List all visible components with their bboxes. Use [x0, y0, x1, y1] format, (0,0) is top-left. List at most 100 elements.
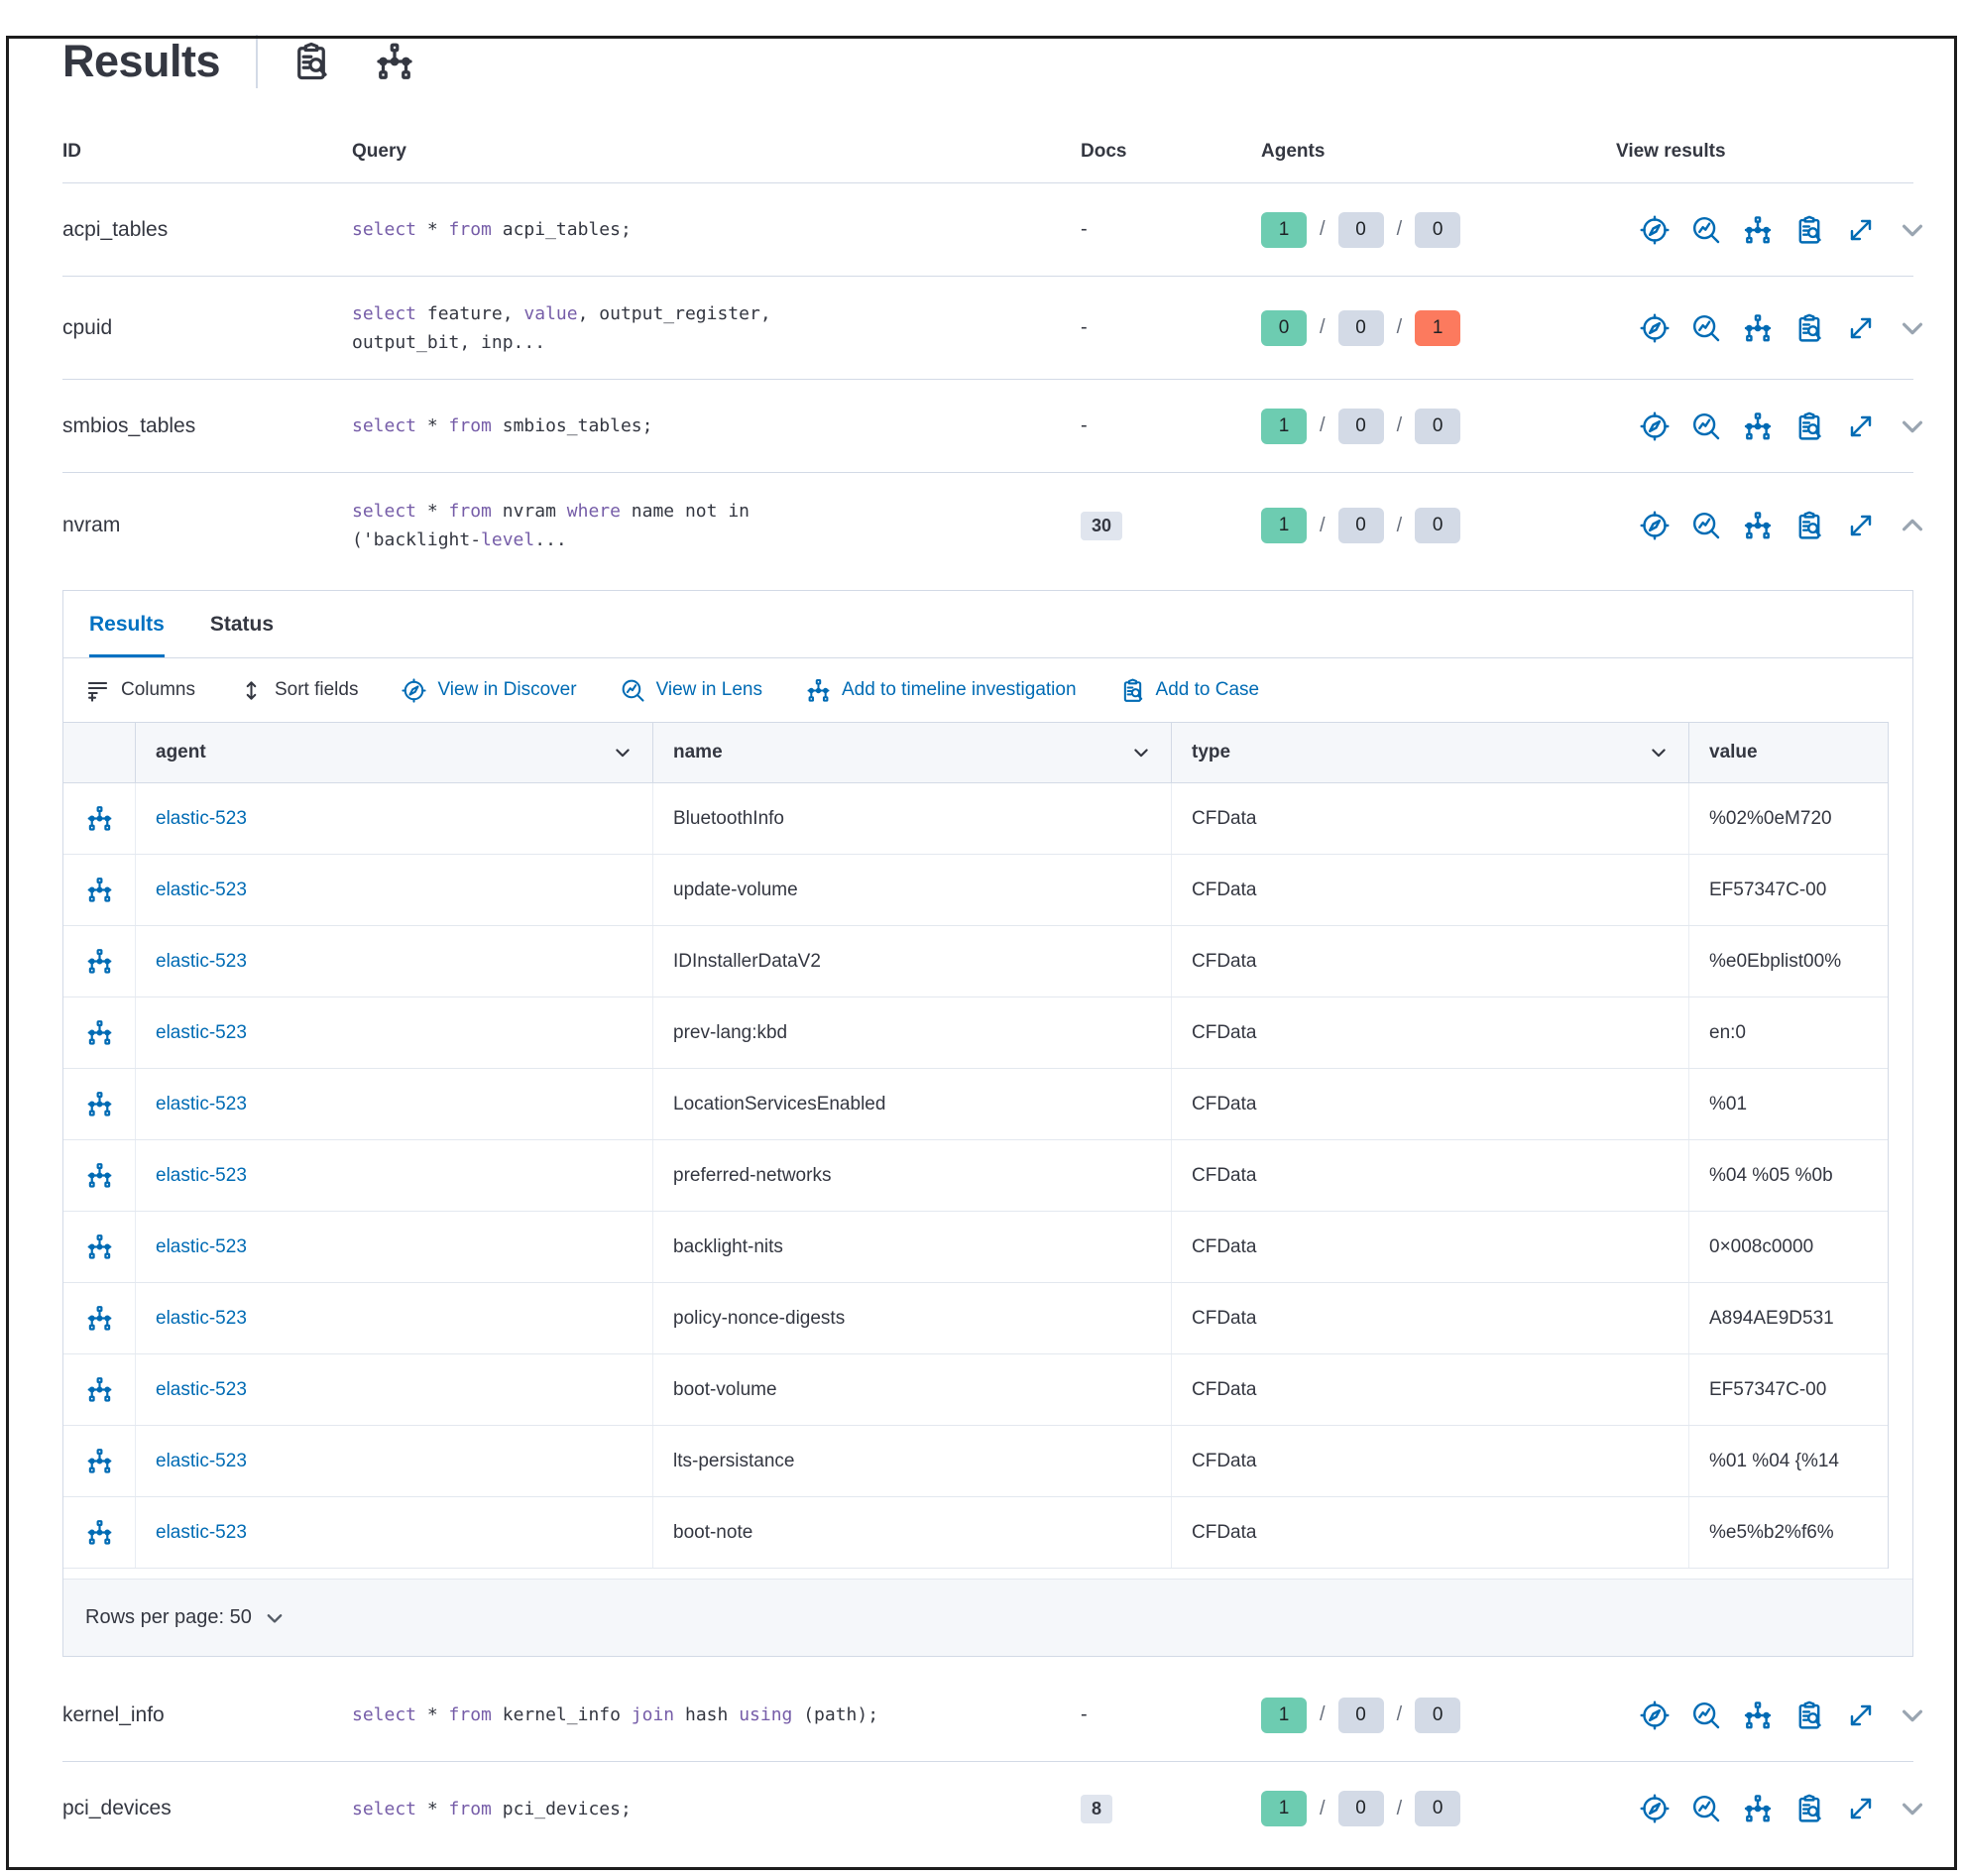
add-to-case-icon[interactable]	[1794, 411, 1824, 441]
agents-status: 1 / 0 / 0	[1261, 211, 1616, 248]
add-to-case-icon[interactable]	[1794, 215, 1824, 245]
columns-button[interactable]: Columns	[85, 678, 195, 703]
panel-tabs: Results Status	[63, 591, 1912, 658]
expand-icon[interactable]	[1846, 313, 1876, 343]
timeline-icon-cell[interactable]	[63, 1497, 135, 1568]
add-to-case-icon[interactable]	[1794, 313, 1824, 343]
rows-per-page-button[interactable]: Rows per page: 50	[85, 1606, 252, 1628]
query-sql: select * from pci_devices;	[352, 1798, 632, 1819]
column-header-query: Query	[352, 141, 406, 162]
agent-link[interactable]: elastic-523	[135, 1426, 652, 1496]
query-sql: select feature, value, output_register, o…	[352, 302, 771, 353]
timeline-icon-cell[interactable]	[63, 1212, 135, 1282]
discover-compass-icon[interactable]	[1640, 410, 1670, 441]
grid-column-label: type	[1192, 742, 1231, 762]
result-row: elastic-523 boot-volume CFData EF57347C-…	[63, 1354, 1888, 1426]
value-cell: EF57347C-00	[1688, 855, 1888, 925]
discover-compass-icon[interactable]	[1640, 1700, 1670, 1730]
view-results-actions	[1616, 312, 1927, 343]
timeline-icon-cell[interactable]	[63, 926, 135, 997]
inspect-icon[interactable]	[291, 42, 331, 81]
separator: /	[1396, 514, 1403, 536]
agent-link[interactable]: elastic-523	[135, 1354, 652, 1425]
grid-column-header-name[interactable]: name	[652, 723, 1171, 782]
lens-icon[interactable]	[1691, 313, 1721, 343]
chevron-down-icon[interactable]	[1898, 313, 1927, 343]
lens-icon[interactable]	[1691, 1700, 1721, 1730]
agent-link[interactable]: elastic-523	[135, 783, 652, 854]
agents-status: 1 / 0 / 0	[1261, 408, 1616, 444]
chevron-down-icon	[613, 743, 633, 762]
chevron-down-icon[interactable]	[1898, 1794, 1927, 1823]
value-cell: A894AE9D531	[1688, 1283, 1888, 1353]
discover-compass-icon[interactable]	[1640, 312, 1670, 343]
add-to-case-icon[interactable]	[1794, 1700, 1824, 1730]
separator: /	[1320, 316, 1326, 338]
agents-status: 1 / 0 / 0	[1261, 1697, 1616, 1733]
name-cell: prev-lang:kbd	[652, 997, 1171, 1068]
timeline-icon[interactable]	[1743, 1794, 1773, 1823]
agent-link[interactable]: elastic-523	[135, 1283, 652, 1353]
expand-icon[interactable]	[1846, 215, 1876, 245]
view-in-lens-button[interactable]: View in Lens	[621, 678, 762, 703]
timeline-icon-cell[interactable]	[63, 1283, 135, 1353]
agent-link[interactable]: elastic-523	[135, 1140, 652, 1211]
agents-pending-badge: 0	[1337, 211, 1384, 248]
chevron-up-icon[interactable]	[1898, 511, 1927, 540]
sort-fields-button[interactable]: Sort fields	[239, 678, 358, 703]
grid-column-header-value[interactable]: value	[1688, 723, 1888, 782]
agent-link[interactable]: elastic-523	[135, 1497, 652, 1568]
timeline-icon-cell[interactable]	[63, 997, 135, 1068]
timeline-icon[interactable]	[1743, 411, 1773, 441]
chevron-down-icon[interactable]	[1898, 215, 1927, 245]
expand-icon[interactable]	[1846, 511, 1876, 540]
add-to-case-icon[interactable]	[1794, 511, 1824, 540]
grid-pagination: Rows per page: 50	[63, 1579, 1912, 1656]
discover-compass-icon[interactable]	[1640, 1794, 1670, 1823]
timeline-icon-cell[interactable]	[63, 1426, 135, 1496]
expand-icon[interactable]	[1846, 411, 1876, 441]
lens-icon[interactable]	[1691, 511, 1721, 540]
add-to-timeline-button[interactable]: Add to timeline investigation	[806, 678, 1077, 703]
discover-compass-icon[interactable]	[1640, 214, 1670, 245]
timeline-icon-cell[interactable]	[63, 1069, 135, 1139]
timeline-icon[interactable]	[1743, 215, 1773, 245]
timeline-icon-cell[interactable]	[63, 783, 135, 854]
grid-column-header-type[interactable]: type	[1171, 723, 1688, 782]
name-cell: policy-nonce-digests	[652, 1283, 1171, 1353]
docs-count: -	[1081, 1703, 1088, 1725]
chevron-down-icon[interactable]	[264, 1607, 286, 1629]
query-id: acpi_tables	[62, 217, 169, 241]
timeline-icon[interactable]	[1743, 313, 1773, 343]
view-in-discover-button[interactable]: View in Discover	[402, 677, 577, 703]
lens-icon[interactable]	[1691, 411, 1721, 441]
lens-icon[interactable]	[1691, 1794, 1721, 1823]
agent-link[interactable]: elastic-523	[135, 997, 652, 1068]
timeline-icon-cell[interactable]	[63, 855, 135, 925]
expand-icon[interactable]	[1846, 1794, 1876, 1823]
agent-link[interactable]: elastic-523	[135, 855, 652, 925]
agent-link[interactable]: elastic-523	[135, 1212, 652, 1282]
discover-compass-icon[interactable]	[1640, 511, 1670, 540]
tab-status[interactable]: Status	[209, 612, 275, 636]
timeline-icon[interactable]	[375, 42, 414, 81]
tab-results[interactable]: Results	[89, 591, 165, 657]
timeline-icon-cell[interactable]	[63, 1354, 135, 1425]
timeline-icon	[86, 1305, 113, 1332]
agent-link[interactable]: elastic-523	[135, 1069, 652, 1139]
timeline-icon[interactable]	[1743, 511, 1773, 540]
lens-icon[interactable]	[1691, 215, 1721, 245]
agents-pending-badge: 0	[1337, 309, 1384, 346]
chevron-down-icon[interactable]	[1898, 1700, 1927, 1730]
add-to-case-icon[interactable]	[1794, 1794, 1824, 1823]
page-header: Results	[62, 30, 1913, 93]
timeline-icon[interactable]	[1743, 1700, 1773, 1730]
add-to-case-button[interactable]: Add to Case	[1120, 678, 1259, 703]
expand-icon[interactable]	[1846, 1700, 1876, 1730]
agent-link[interactable]: elastic-523	[135, 926, 652, 997]
separator: /	[1320, 1797, 1326, 1819]
chevron-down-icon[interactable]	[1898, 411, 1927, 441]
grid-column-header-agent[interactable]: agent	[135, 723, 652, 782]
result-row: elastic-523 preferred-networks CFData %0…	[63, 1140, 1888, 1212]
timeline-icon-cell[interactable]	[63, 1140, 135, 1211]
